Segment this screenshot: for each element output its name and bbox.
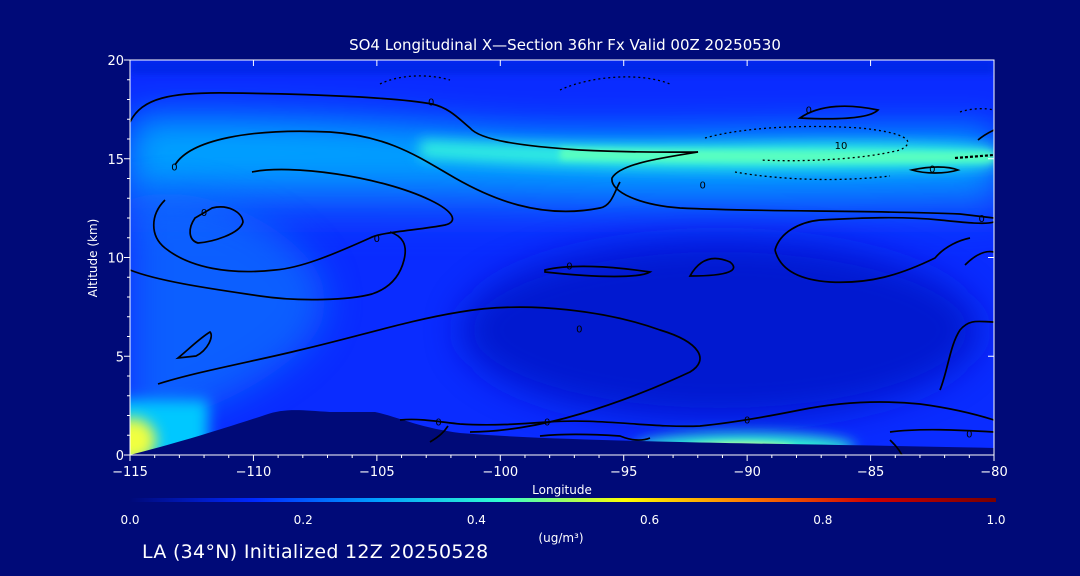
contour-label: 0 xyxy=(374,234,380,245)
contour-line xyxy=(688,257,735,277)
x-tick-label: −105 xyxy=(359,465,395,480)
colorbar-tick-label: 0.0 xyxy=(120,513,139,527)
contour-line xyxy=(964,250,994,266)
contour-line xyxy=(174,130,621,213)
field-west-mid xyxy=(130,193,326,430)
contour-line xyxy=(774,237,971,284)
contour-line xyxy=(539,433,651,442)
x-tick-label: −110 xyxy=(236,465,272,480)
contour-label: 10 xyxy=(835,141,848,152)
contour-label: 0 xyxy=(576,325,582,336)
contour-line xyxy=(774,216,994,251)
field-clean-core xyxy=(460,240,980,420)
field-top-band xyxy=(130,60,994,74)
x-tick-label: −85 xyxy=(857,465,884,480)
colorbar-ticks: 0.0 0.2 0.4 0.6 0.8 1.0 xyxy=(120,513,1005,527)
contour-line xyxy=(175,330,213,360)
contour-label: 0 xyxy=(435,417,441,428)
heatmap-field xyxy=(130,60,994,455)
contour-label: 0 xyxy=(428,97,434,108)
contour-line xyxy=(130,231,407,301)
contour-line xyxy=(959,108,994,113)
colorbar-tick-label: 0.8 xyxy=(813,513,832,527)
colorbar-tick-label: 0.4 xyxy=(467,513,486,527)
contour-line xyxy=(399,401,994,428)
contour-label: 0 xyxy=(544,417,550,428)
colorbar-tick-label: 0.2 xyxy=(294,513,313,527)
colorbar-units: (ug/m³) xyxy=(538,531,583,545)
x-tick-label: −115 xyxy=(112,465,148,480)
axes: −115 −110 −105 −100 −95 −90 −85 −80 0 5 10 15 20 xyxy=(107,54,1007,480)
contour-line xyxy=(152,168,454,273)
terrain-mask xyxy=(130,410,994,455)
contour-label: 0 xyxy=(929,165,935,176)
x-tick-label: −90 xyxy=(733,465,760,480)
contour-labels: 0 0 0 0 0 0 0 0 0 0 0 0 0 0 10 xyxy=(171,97,985,440)
contour-line xyxy=(157,306,701,433)
contour-line xyxy=(429,425,449,443)
field-surface-west-core xyxy=(130,418,156,455)
colorbar-tick-label: 1.0 xyxy=(986,513,1005,527)
contour-label: 0 xyxy=(566,261,572,272)
contour-line xyxy=(939,320,994,391)
contour-label: 0 xyxy=(978,214,984,225)
contour-label: 0 xyxy=(201,208,207,219)
x-tick-label: −95 xyxy=(610,465,637,480)
contour-label: 0 xyxy=(966,429,972,440)
colorbar-tick-label: 0.6 xyxy=(640,513,659,527)
colorbar-strip xyxy=(130,498,996,502)
contour-label: 0 xyxy=(171,163,177,174)
chart-title: SO4 Longitudinal X—Section 36hr Fx Valid… xyxy=(349,36,781,54)
contour-line xyxy=(889,439,903,455)
contour-line xyxy=(559,76,671,91)
y-tick-label: 10 xyxy=(107,252,124,267)
y-tick-label: 20 xyxy=(107,54,124,69)
contour-line xyxy=(908,166,961,174)
contour-line xyxy=(379,75,451,85)
contour-lines xyxy=(130,75,994,455)
plot-area: 0 0 0 0 0 0 0 0 0 0 0 0 0 0 10 xyxy=(129,59,995,456)
contour-line xyxy=(977,129,994,141)
x-axis-label: Longitude xyxy=(532,483,592,497)
contour-line xyxy=(544,265,653,278)
init-caption: LA (34°N) Initialized 12Z 20250528 xyxy=(142,541,489,563)
contour-line xyxy=(189,206,244,244)
x-tick-label: −100 xyxy=(482,465,518,480)
contour-line xyxy=(954,153,994,160)
contour-line xyxy=(130,92,994,219)
contour-line xyxy=(889,428,994,433)
contour-line xyxy=(797,105,880,120)
contour-label: 0 xyxy=(744,415,750,426)
contour-label: 0 xyxy=(700,180,706,191)
contour-line xyxy=(704,125,909,162)
y-axis-label: Altitude (km) xyxy=(86,219,100,298)
y-tick-label: 5 xyxy=(116,350,124,365)
contour-label: 0 xyxy=(806,105,812,116)
contour-line xyxy=(734,171,891,181)
colorbar: 0.0 0.2 0.4 0.6 0.8 1.0 (ug/m³) xyxy=(120,498,1006,545)
x-tick-label: −80 xyxy=(980,465,1007,480)
y-tick-label: 0 xyxy=(116,449,124,464)
y-tick-label: 15 xyxy=(107,153,124,168)
